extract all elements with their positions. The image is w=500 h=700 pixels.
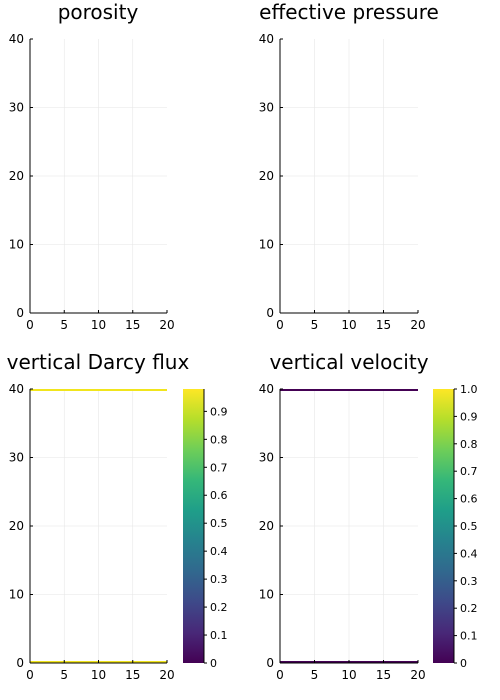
colorbar-tick-label: 0.8 [460, 438, 478, 451]
x-tick-label: 20 [410, 318, 425, 332]
colorbar-tick-label: 1.0 [460, 383, 478, 396]
x-tick-label: 10 [341, 318, 356, 332]
x-tick-label: 5 [311, 318, 319, 332]
panel-title: effective pressure [259, 0, 439, 24]
y-tick-label: 40 [259, 32, 274, 46]
colorbar-tick-label: 0.3 [460, 575, 478, 588]
x-tick-label: 15 [125, 318, 140, 332]
y-tick-label: 30 [259, 101, 274, 115]
panel-title: vertical Darcy flux [7, 350, 190, 374]
y-tick-label: 20 [9, 169, 24, 183]
x-tick-label: 15 [376, 318, 391, 332]
colorbar-tick-label: 0.9 [210, 405, 228, 418]
x-tick-label: 20 [159, 668, 174, 682]
y-tick-label: 40 [9, 32, 24, 46]
x-tick-label: 5 [60, 318, 68, 332]
x-tick-label: 0 [26, 318, 34, 332]
panel-4: vertical velocity 0 5 10 15 20 0 10 20 30 40 0 0.1 0.… [259, 350, 478, 682]
y-tick-label: 40 [9, 382, 24, 396]
x-tick-label: 0 [276, 318, 284, 332]
colorbar-tick-label: 0.1 [210, 629, 228, 642]
y-tick-label: 0 [16, 306, 24, 320]
x-tick-label: 5 [311, 668, 319, 682]
y-tick-label: 10 [9, 238, 24, 252]
colorbar-tick-label: 0.6 [210, 489, 228, 502]
y-tick-label: 20 [259, 169, 274, 183]
colorbar-tick-label: 0.5 [460, 520, 478, 533]
x-tick-label: 5 [60, 668, 68, 682]
colorbar-tick-label: 0.2 [460, 602, 478, 615]
y-tick-label: 20 [9, 519, 24, 533]
colorbar-tick-label: 0.8 [210, 433, 228, 446]
colorbar-tick-label: 0.5 [210, 517, 228, 530]
y-tick-label: 20 [259, 519, 274, 533]
colorbar-tick-label: 0.7 [210, 461, 228, 474]
panel-1: porosity 0 5 10 15 20 0 10 20 30 40 [9, 0, 175, 332]
colorbar-tick-label: 0.6 [460, 493, 478, 506]
y-tick-label: 10 [9, 588, 24, 602]
y-tick-label: 10 [259, 238, 274, 252]
x-tick-label: 15 [376, 668, 391, 682]
y-tick-label: 10 [259, 588, 274, 602]
panel-title: porosity [58, 0, 139, 24]
x-tick-label: 0 [276, 668, 284, 682]
colorbar: 0 0.1 0.2 0.3 0.4 0.5 0.6 0.7 0.8 0.9 1.0 [433, 383, 478, 670]
colorbar-tick-label: 0.4 [460, 547, 478, 560]
y-tick-label: 0 [16, 656, 24, 670]
x-tick-label: 20 [410, 668, 425, 682]
x-tick-label: 20 [159, 318, 174, 332]
colorbar: 0 0.1 0.2 0.3 0.4 0.5 0.6 0.7 0.8 0.9 [183, 389, 228, 670]
x-tick-label: 15 [125, 668, 140, 682]
y-tick-label: 30 [9, 451, 24, 465]
colorbar-tick-label: 0.1 [460, 630, 478, 643]
colorbar-tick-label: 0.3 [210, 573, 228, 586]
colorbar-tick-label: 0.9 [460, 410, 478, 423]
colorbar-tick-label: 0.2 [210, 601, 228, 614]
x-tick-label: 10 [341, 668, 356, 682]
panel-2: effective pressure 0 5 10 15 20 0 10 20 30 40 [259, 0, 439, 332]
x-tick-label: 10 [91, 318, 106, 332]
colorbar-tick-label: 0 [210, 657, 217, 670]
colorbar-tick-label: 0 [460, 657, 467, 670]
panel-title: vertical velocity [269, 350, 428, 374]
y-tick-label: 30 [259, 451, 274, 465]
colorbar-tick-label: 0.4 [210, 545, 228, 558]
y-tick-label: 0 [266, 306, 274, 320]
colorbar-tick-label: 0.7 [460, 465, 478, 478]
x-tick-label: 10 [91, 668, 106, 682]
colorbar-gradient [183, 389, 204, 663]
y-tick-label: 0 [266, 656, 274, 670]
colorbar-gradient [433, 389, 454, 663]
panel-3: vertical Darcy flux 0 5 10 15 20 0 10 20 30 40 0 0.1… [7, 350, 228, 682]
x-tick-label: 0 [26, 668, 34, 682]
y-tick-label: 40 [259, 382, 274, 396]
y-tick-label: 30 [9, 101, 24, 115]
